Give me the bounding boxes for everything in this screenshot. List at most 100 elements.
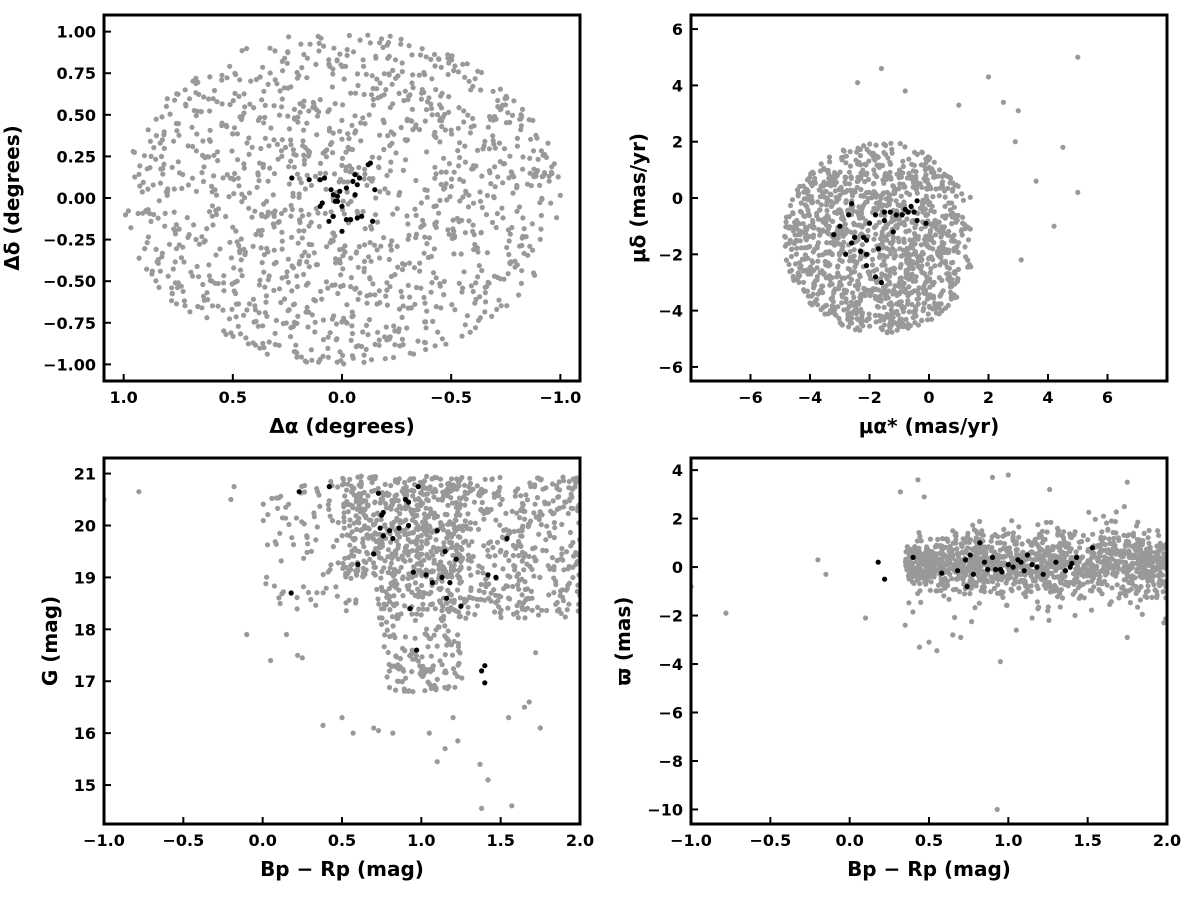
field-star-point [512,563,518,570]
member-star-point [319,200,325,206]
field-star-point [1116,537,1122,544]
field-star-point [411,351,417,357]
field-star-point [253,318,259,324]
field-star-point [369,73,375,79]
field-star-point [822,215,828,222]
member-star-point [379,512,385,518]
field-star-point [484,250,490,256]
field-star-point [931,174,937,180]
field-star-point [421,528,428,534]
field-star-point [448,544,455,551]
field-star-point [258,245,264,251]
field-star-point [933,303,939,309]
field-star-point [231,191,237,197]
field-star-point [151,145,157,151]
field-star-point [496,493,502,499]
field-star-point [328,562,334,568]
field-star-point [532,501,538,507]
field-star-point [389,551,395,557]
y-tick-label: 4 [672,76,683,95]
field-star-point [287,334,294,340]
field-star-point [524,605,531,611]
field-star-point [514,143,521,149]
field-star-point [489,313,495,319]
field-star-point [386,256,392,263]
field-star-point [211,87,218,94]
field-star-point [303,359,310,365]
x-tick-label: −4 [798,388,823,407]
field-star-point [169,285,175,291]
field-star-point [231,125,238,131]
field-star-point [384,172,390,179]
field-star-point [176,132,182,138]
field-star-point [499,496,505,503]
field-star-point [402,157,409,163]
field-star-point [570,574,576,581]
field-star-point [997,547,1003,553]
field-star-point [340,266,346,272]
field-star-point [438,305,444,311]
field-star-point [811,225,817,231]
field-star-point [858,306,864,312]
field-star-point [289,535,295,541]
field-star-point [799,256,806,262]
field-star-point [471,499,477,505]
field-star-point [922,178,929,184]
field-star-point [475,68,481,74]
field-star-point [896,186,902,192]
field-star-point [367,556,373,562]
field-star-point [409,118,415,124]
field-star-point [372,212,379,218]
member-star-point [837,223,843,229]
field-star-point [385,190,391,196]
field-star-point [385,569,391,576]
field-star-point [349,489,355,495]
field-star-point [462,322,468,328]
field-star-point [510,552,516,559]
field-star-point [332,101,338,107]
field-star-point [375,728,382,734]
field-star-point [189,124,195,130]
field-star-point [904,275,910,281]
field-star-point [851,253,857,259]
field-star-point [490,133,496,139]
field-star-point [264,574,270,580]
field-star-point [819,283,825,289]
field-star-point [916,257,922,263]
field-star-point [191,222,197,228]
field-star-point [438,482,444,488]
field-star-point [323,279,329,285]
field-star-point [861,143,867,149]
y-tick-label: 18 [74,620,96,639]
field-star-point [946,596,952,602]
field-star-point [835,286,842,292]
field-star-point [401,97,407,104]
field-star-point [361,544,367,550]
field-star-point [909,271,915,277]
field-star-point [401,668,407,674]
field-star-point [387,168,393,174]
field-star-point [424,473,430,479]
field-star-point [423,319,429,325]
field-star-point [320,337,327,343]
field-star-point [382,186,388,192]
field-star-point [930,194,936,200]
field-star-point [518,280,525,286]
field-star-point [424,194,430,200]
field-star-point [348,337,354,343]
field-star-point [511,174,517,180]
field-star-point [837,257,843,263]
field-star-point [385,547,391,553]
field-star-point [824,208,830,214]
field-star-point [540,547,546,554]
field-star-point [405,236,411,242]
field-star-point [311,250,317,256]
field-star-point [911,162,917,168]
field-star-point [191,107,197,114]
field-star-point [436,56,442,62]
field-star-point [466,594,472,600]
field-star-point [257,160,263,166]
field-star-point [418,285,424,291]
field-star-point [300,584,307,590]
field-star-point [340,198,346,204]
